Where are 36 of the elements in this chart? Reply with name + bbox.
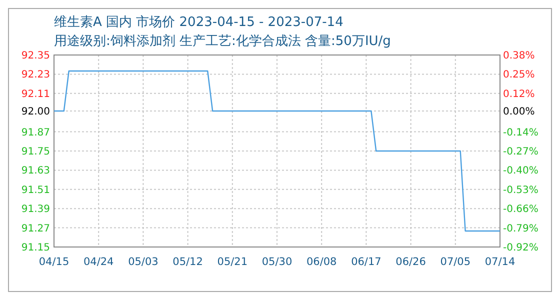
y2-tick-label: -0.14%: [503, 127, 538, 138]
y-tick-label: 91.75: [21, 146, 50, 158]
x-tick-label: 06/08: [306, 256, 337, 268]
y2-tick-label: 0.12%: [503, 88, 535, 100]
y-tick-label: 92.23: [21, 70, 50, 81]
y-tick-label: 91.87: [21, 127, 50, 138]
y2-tick-label: -0.66%: [503, 204, 538, 216]
x-tick-label: 04/15: [38, 256, 70, 268]
y-tick-label: 92.11: [21, 88, 50, 100]
x-tick-label: 05/21: [217, 256, 248, 268]
y2-tick-label: -0.27%: [503, 146, 538, 158]
y-tick-label: 91.63: [21, 166, 50, 177]
x-tick-label: 05/03: [128, 256, 158, 268]
y-tick-label: 91.39: [21, 204, 50, 216]
y2-tick-label: 0.38%: [503, 50, 535, 62]
chart-subtitle: 用途级别:饲料添加剂 生产工艺:化学合成法 含量:50万IU/g: [54, 33, 391, 49]
y-tick-label: 92.00: [21, 106, 50, 118]
x-tick-label: 06/17: [351, 256, 382, 268]
y-tick-label: 91.15: [21, 242, 50, 254]
chart-title: 维生素A 国内 市场价 2023-04-15 - 2023-07-14: [54, 15, 344, 30]
x-tick-label: 04/24: [83, 256, 114, 268]
x-tick-label: 07/05: [440, 256, 471, 268]
y2-tick-label: -0.53%: [503, 184, 538, 196]
line-series: [53, 70, 501, 232]
y2-tick-label: -0.40%: [503, 166, 538, 177]
x-tick-label: 06/26: [396, 256, 426, 268]
y2-tick-label: 0.25%: [503, 70, 535, 81]
y-tick-label: 92.35: [21, 50, 50, 62]
y2-tick-label: -0.92%: [503, 242, 538, 254]
x-tick-label: 05/12: [172, 256, 203, 268]
y2-tick-label: -0.79%: [503, 223, 538, 234]
x-tick-label: 05/30: [262, 256, 292, 268]
x-tick-label: 07/14: [484, 256, 516, 268]
y-tick-label: 91.27: [21, 223, 50, 234]
y-tick-label: 91.51: [21, 184, 50, 196]
y2-tick-label: 0.00%: [503, 106, 535, 118]
